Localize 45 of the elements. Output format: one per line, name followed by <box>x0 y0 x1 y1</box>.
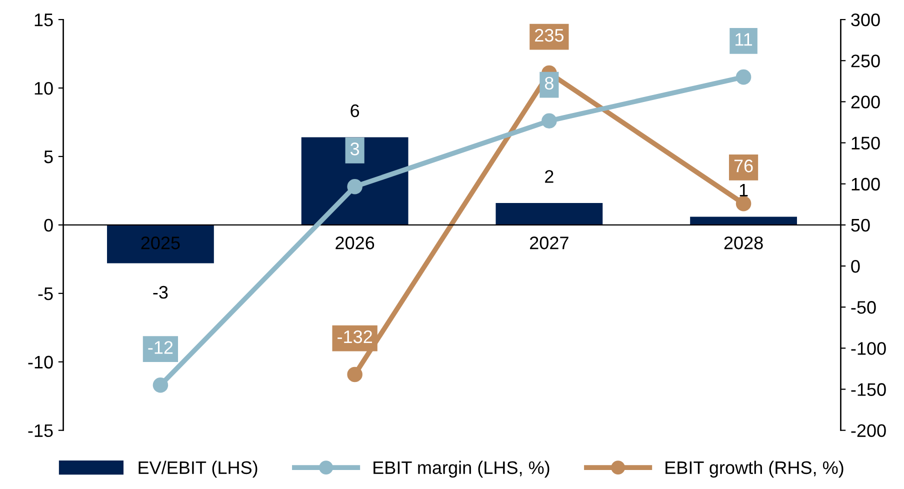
point <box>347 178 362 194</box>
y-tick-label: 0 <box>44 218 53 232</box>
y2-tick-label: 300 <box>851 13 880 26</box>
data-label: -132 <box>338 330 372 344</box>
x-tick-label: 2028 <box>724 236 763 250</box>
y2-tick-label: -50 <box>851 301 876 314</box>
y-tick-label: -5 <box>38 288 53 300</box>
legend-label: EBIT margin (LHS, %) <box>374 460 550 478</box>
data-label: -3 <box>153 286 168 299</box>
y-tick-label: -15 <box>28 424 53 438</box>
point <box>736 69 752 85</box>
data-label: 76 <box>734 160 753 172</box>
data-label: 1 <box>740 184 748 196</box>
y2-tick-label: 50 <box>851 218 870 232</box>
data-label: 11 <box>736 33 752 46</box>
point <box>736 196 752 212</box>
data-label: 3 <box>350 142 360 156</box>
point <box>152 377 168 393</box>
y-tick-label: 10 <box>34 82 53 95</box>
point <box>542 113 557 129</box>
data-label: 8 <box>544 76 554 90</box>
y2-tick-label: 0 <box>851 260 860 273</box>
bar <box>496 203 603 225</box>
legend-label: EBIT growth (RHS, %) <box>666 460 844 478</box>
data-label: 235 <box>535 28 564 42</box>
y2-tick-label: -200 <box>851 424 886 438</box>
bar <box>107 224 214 264</box>
y2-tick-label: -100 <box>851 342 886 355</box>
data-label: 2 <box>545 170 554 183</box>
y-tick-label: 5 <box>44 150 53 164</box>
data-label: 6 <box>350 104 360 118</box>
x-tick-label: 2025 <box>141 236 180 250</box>
y2-tick-label: 100 <box>852 178 880 191</box>
point <box>347 366 362 382</box>
x-tick-label: 2026 <box>336 236 374 250</box>
y2-tick-label: 250 <box>851 54 880 68</box>
y-tick-label: 15 <box>34 14 53 26</box>
data-label: -12 <box>148 341 173 354</box>
y2-tick-label: 150 <box>852 136 880 150</box>
y-tick-label: -10 <box>28 356 53 369</box>
bar <box>690 216 797 225</box>
x-tick-label: 2027 <box>530 236 568 250</box>
y2-tick-label: -150 <box>851 383 886 396</box>
y2-tick-label: 200 <box>851 96 880 108</box>
legend-label: EV/EBIT (LHS) <box>138 460 258 478</box>
